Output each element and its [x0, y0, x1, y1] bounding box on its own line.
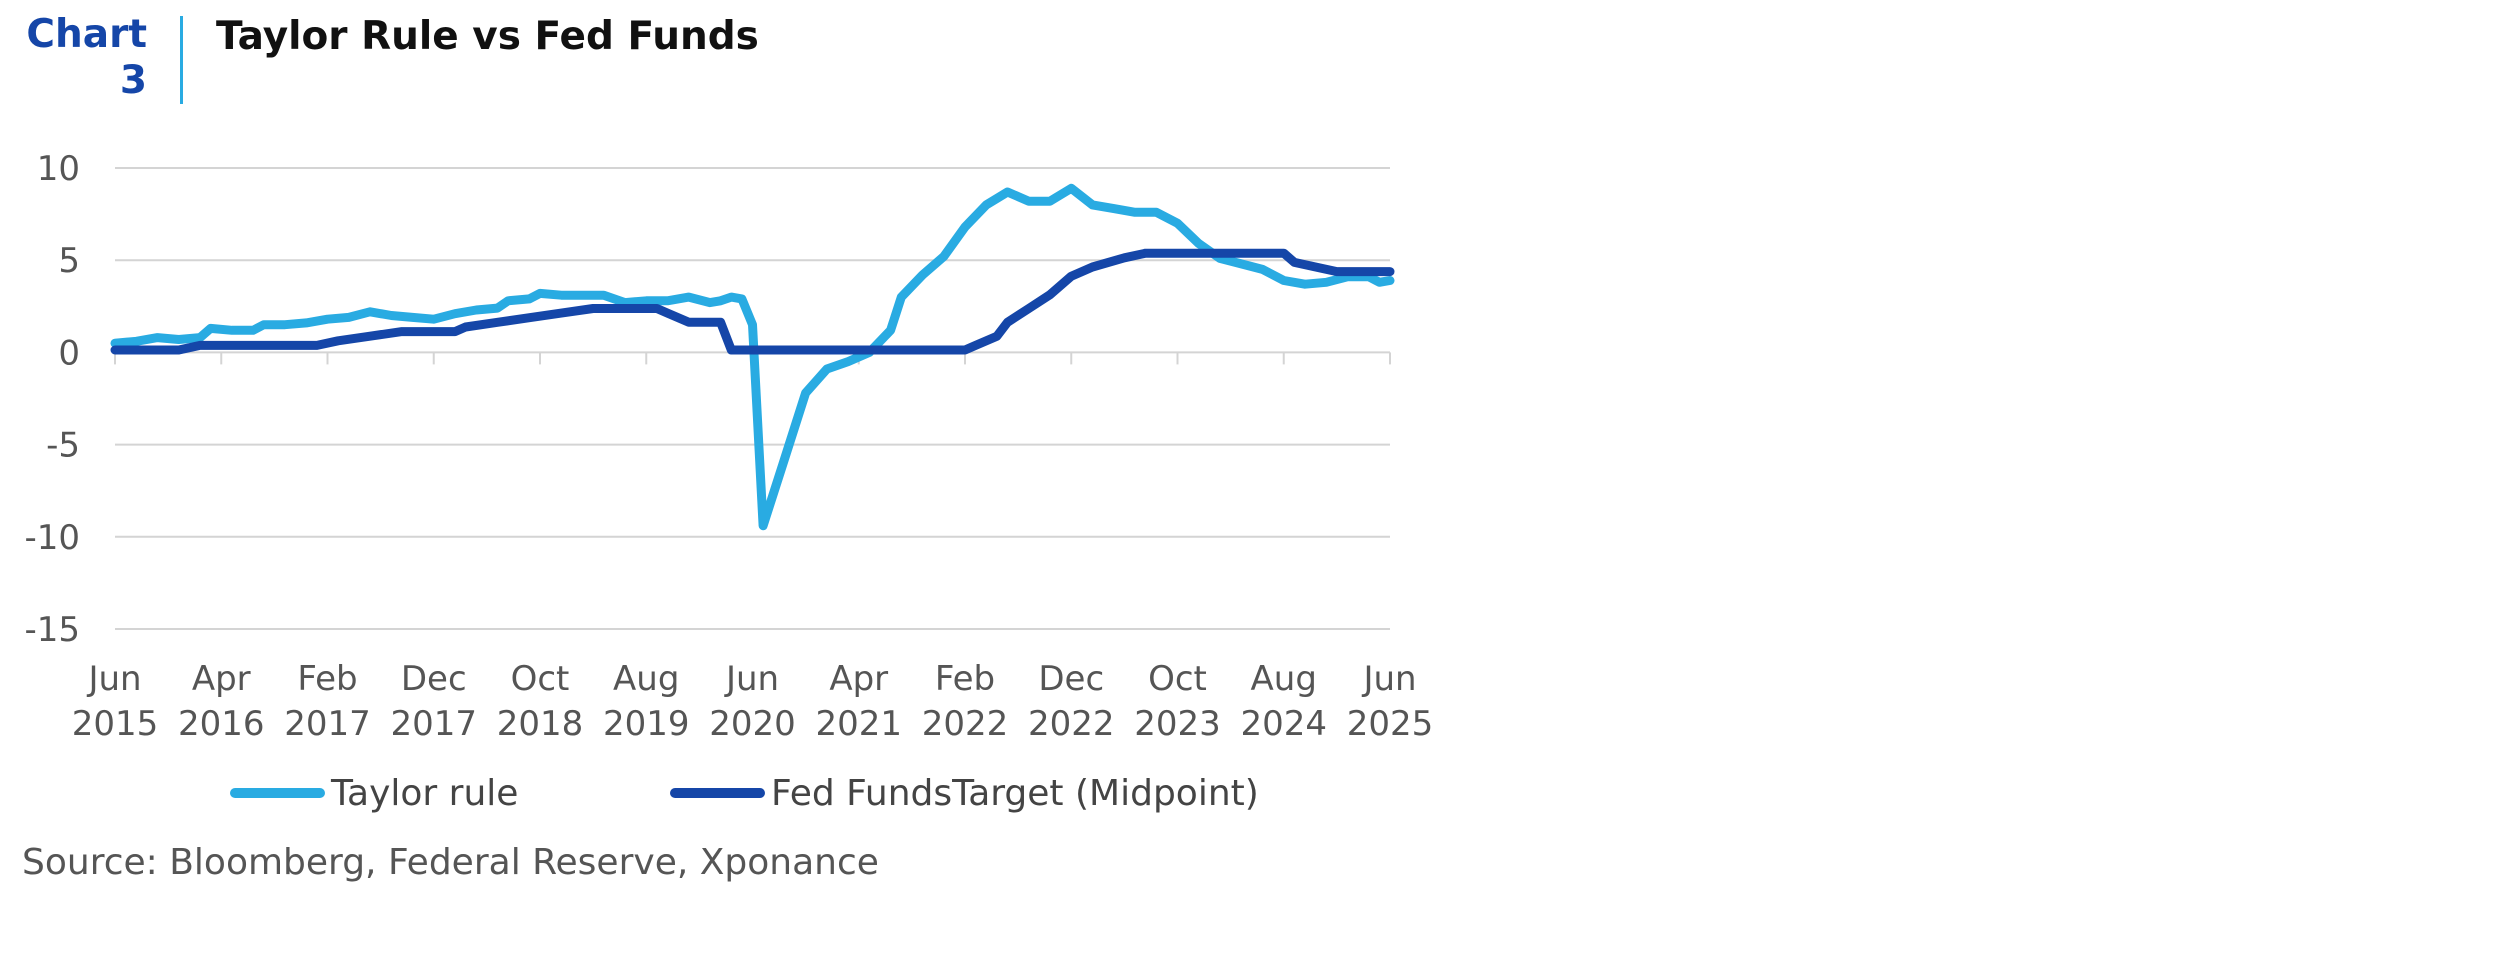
x-tick-label: Dec 2022: [1028, 659, 1115, 744]
series-line-taylor-rule: [110, 183, 1395, 531]
legend-label-fed-funds: Fed FundsTarget (Midpoint): [771, 772, 1259, 814]
header-divider: [180, 16, 183, 104]
legend-swatch-fed-funds: [670, 788, 765, 798]
chart-title: Taylor Rule vs Fed Funds: [216, 14, 759, 59]
legend-item-taylor-rule: Taylor rule: [230, 768, 518, 818]
y-tick-label: -10: [24, 518, 80, 558]
y-tick-label: -5: [46, 426, 80, 466]
x-tick-label: Jun 2020: [709, 659, 796, 744]
y-tick-label: 10: [37, 149, 80, 189]
x-tick-label: Oct 2018: [497, 659, 584, 744]
legend-item-fed-funds: Fed FundsTarget (Midpoint): [670, 768, 1259, 818]
x-tick-label: Apr 2021: [815, 659, 902, 744]
x-tick-label: Oct 2023: [1134, 659, 1221, 744]
legend-swatch-taylor-rule: [230, 788, 325, 798]
y-tick-label: -15: [24, 610, 80, 650]
legend-label-taylor-rule: Taylor rule: [331, 772, 519, 814]
x-tick-label: Feb 2022: [922, 659, 1009, 744]
legend: Taylor rule Fed FundsTarget (Midpoint): [230, 768, 1430, 818]
x-tick-label: Apr 2016: [178, 659, 265, 744]
y-tick-label: 5: [58, 241, 80, 281]
x-tick-label: Jun 2025: [1347, 659, 1434, 744]
y-tick-label: 0: [58, 333, 80, 373]
chart-number-label: Chart 3: [26, 12, 147, 103]
series-lines: [110, 183, 1395, 531]
x-tick-label: Aug 2019: [603, 659, 690, 744]
source-note: Source: Bloomberg, Federal Reserve, Xpon…: [22, 842, 879, 883]
chart-header: Chart 3 Taylor Rule vs Fed Funds: [0, 0, 1000, 110]
grid-lines: [115, 167, 1390, 630]
x-tick-label: Aug 2024: [1240, 659, 1327, 744]
x-tick-label: Jun 2015: [72, 659, 159, 744]
x-tick-label: Feb 2017: [284, 659, 371, 744]
y-axis-tick-labels: 10 5 0 -5 -10 -15: [24, 149, 80, 650]
series-line-fed-funds: [110, 248, 1395, 355]
x-tick-label: Dec 2017: [390, 659, 477, 744]
